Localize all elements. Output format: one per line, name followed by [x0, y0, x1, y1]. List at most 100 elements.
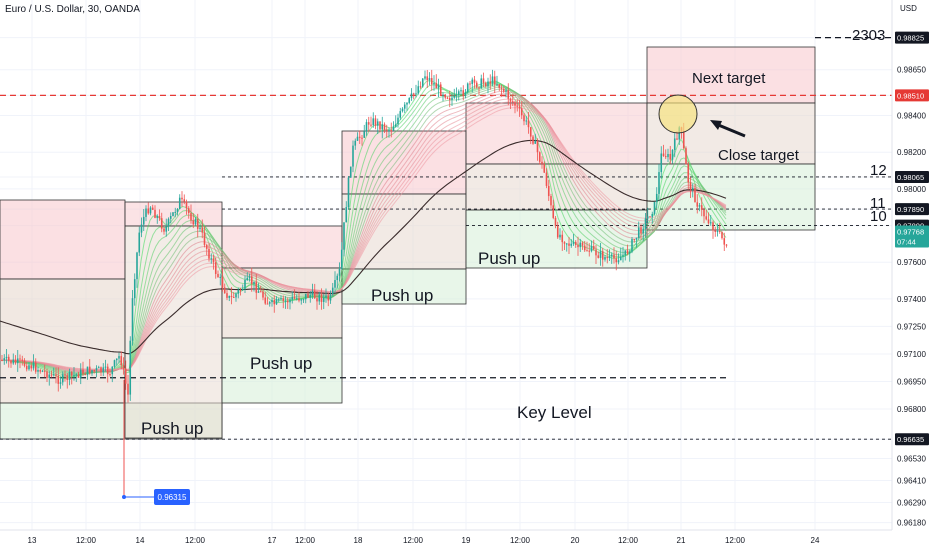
candle-body: [284, 300, 287, 302]
candle-body: [16, 358, 19, 364]
candle-body: [725, 244, 728, 246]
candle-body: [721, 231, 723, 239]
push-up-label-2: Push up: [250, 354, 312, 373]
candle-body: [419, 86, 422, 88]
candle-body: [178, 197, 181, 210]
candle-body: [622, 255, 624, 257]
candle-body: [572, 241, 575, 244]
candle-body: [448, 97, 451, 100]
x-tick-label: 20: [571, 536, 580, 545]
price-badge: [895, 31, 929, 44]
candle-body: [347, 177, 350, 208]
candle-body: [599, 251, 602, 258]
candle-body: [586, 250, 588, 252]
candle-body: [282, 298, 285, 301]
candle-body: [7, 356, 10, 361]
low-marker-label: 0.96315: [158, 493, 187, 502]
candle-body: [417, 86, 420, 94]
candle-body: [424, 76, 426, 79]
candle-body: [154, 209, 156, 218]
candle-body: [718, 230, 721, 232]
price-badge: [895, 433, 929, 446]
candle-body: [482, 78, 485, 84]
candle-body: [10, 360, 12, 364]
candle-body: [205, 244, 208, 249]
price-axis[interactable]: 0.98825 0.98650 0.98510 0.98400 0.98200 0.980…: [895, 31, 929, 528]
candle-body: [334, 280, 336, 288]
candle-body: [253, 281, 255, 284]
candle-body: [577, 244, 579, 248]
candle-body: [403, 104, 406, 109]
candle-body: [14, 359, 17, 364]
candle-body: [480, 78, 483, 88]
candle-body: [12, 359, 15, 364]
candle-body: [691, 187, 694, 190]
candle-body: [523, 115, 525, 122]
candle-body: [3, 358, 6, 361]
candle-body: [446, 97, 449, 99]
zone-3-brown: [221, 267, 343, 339]
x-tick-label: 18: [354, 536, 363, 545]
candle-body: [518, 106, 521, 109]
candle-body: [475, 82, 478, 88]
candle-body: [511, 101, 514, 103]
candle-body: [329, 294, 332, 301]
candle-body: [379, 121, 381, 130]
candle-body: [268, 302, 271, 304]
candle-body: [437, 84, 440, 89]
candle-body: [75, 374, 78, 376]
candle-body: [466, 83, 469, 93]
level-label-11: 11: [870, 195, 886, 212]
candle-body: [561, 234, 564, 243]
candle-body: [608, 256, 611, 258]
candle-body: [356, 136, 359, 141]
candle-body: [358, 136, 361, 138]
x-tick-label: 12:00: [510, 536, 531, 545]
candle-body: [223, 287, 226, 294]
candle-body: [365, 122, 368, 132]
candle-body: [100, 367, 102, 373]
candle-body: [165, 226, 168, 232]
time-axis[interactable]: 13 12:00 14 12:00 17 12:00 18 12:00 19 12:00 20 12:…: [28, 536, 820, 545]
candle-body: [604, 257, 606, 260]
candle-body: [212, 258, 215, 263]
candle-body: [199, 227, 201, 229]
candle-body: [345, 207, 348, 223]
candle-body: [703, 209, 705, 217]
y-tick-label: 0.96530: [897, 454, 926, 463]
candle-body: [343, 222, 345, 250]
candle-body: [34, 362, 37, 372]
candle-body: [138, 232, 141, 253]
candle-body: [597, 255, 600, 258]
candle-body: [86, 366, 89, 375]
candle-body: [682, 131, 685, 149]
level-label-12: 12: [870, 162, 887, 179]
candle-body: [376, 121, 379, 126]
candle-body: [340, 249, 343, 269]
candle-body: [388, 130, 390, 132]
candle-body: [230, 295, 233, 297]
y-tick-label: 0.98000: [897, 185, 926, 194]
candle-body: [273, 300, 276, 305]
target-circle: [658, 94, 698, 134]
candle-body: [102, 367, 105, 373]
candle-body: [271, 300, 273, 303]
candle-body: [415, 93, 417, 95]
candle-body: [48, 374, 51, 379]
candle-body: [91, 370, 93, 374]
candle-body: [255, 281, 258, 293]
x-tick-label: 14: [136, 536, 145, 545]
candle-body: [318, 294, 321, 302]
candle-body: [201, 227, 204, 233]
candle-body: [383, 124, 386, 130]
candle-body: [156, 215, 159, 218]
candle-body: [516, 105, 519, 107]
push-up-label-3: Push up: [371, 286, 433, 305]
candle-body: [545, 172, 548, 186]
candle-body: [286, 300, 289, 303]
candle-body: [124, 368, 127, 384]
y-tick-label: 0.97100: [897, 350, 926, 359]
candle-body: [176, 209, 179, 212]
candle-body: [430, 78, 433, 85]
